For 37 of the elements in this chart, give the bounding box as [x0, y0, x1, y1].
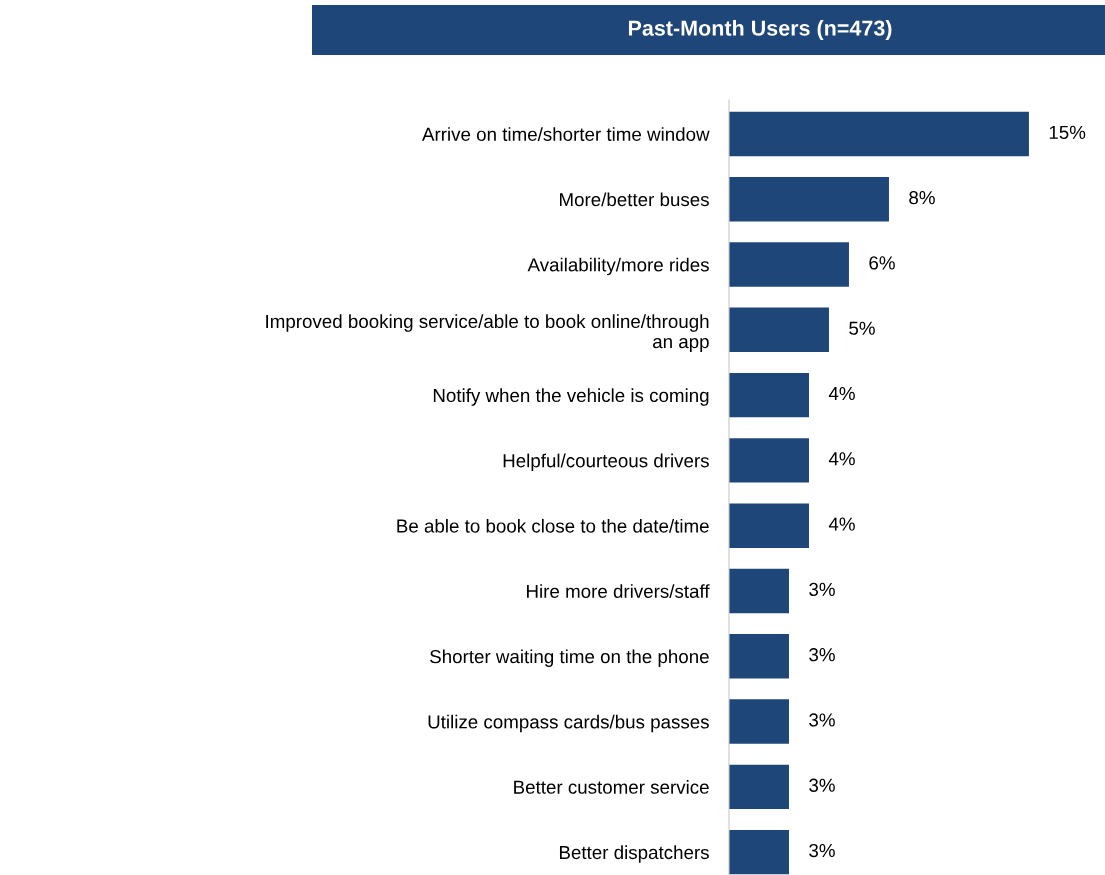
- data-label: 4%: [828, 386, 855, 401]
- y-tick-label: Utilize compass cards/bus passes: [428, 714, 709, 733]
- y-tick-label: Improved booking service/able to book online/through an app: [266, 314, 709, 352]
- y-tick-label: Be able to book close to the date/time: [397, 518, 709, 533]
- data-label: 8%: [909, 191, 935, 205]
- bar: [729, 177, 889, 222]
- bar: [729, 634, 789, 679]
- y-tick-label: Shorter waiting time on the phone: [430, 649, 709, 667]
- y-tick-label: Better customer service: [514, 780, 709, 794]
- chart-title: Past-Month Users (n=473): [628, 19, 892, 41]
- data-label: 3%: [809, 713, 835, 727]
- y-tick-label: Better dispatchers: [559, 845, 709, 863]
- y-tick-label: Arrive on time/shorter time window: [422, 127, 710, 141]
- bar: [729, 764, 789, 810]
- y-tick-label: Helpful/courteous drivers: [503, 453, 709, 472]
- y-tick-label: Notify when the vehicle is coming: [433, 388, 709, 406]
- data-label: 5%: [849, 321, 875, 335]
- data-label: 3%: [809, 582, 835, 597]
- bar: [729, 307, 829, 353]
- bar: [729, 372, 809, 418]
- bar: [729, 829, 789, 875]
- bar: [729, 111, 1029, 157]
- y-tick-label: More/better buses: [559, 192, 709, 207]
- y-tick-label: Availability/more rides: [527, 257, 709, 276]
- bar: [729, 699, 789, 744]
- data-label: 3%: [809, 648, 835, 662]
- y-tick-label: Hire more drivers/staff: [527, 584, 710, 598]
- bar: [729, 568, 789, 614]
- data-label: 3%: [809, 843, 835, 858]
- bar: [729, 438, 809, 483]
- bar: [729, 503, 809, 548]
- bar: [729, 242, 849, 287]
- data-label: 15%: [1049, 125, 1086, 139]
- data-label: 6%: [869, 256, 895, 270]
- data-label: 4%: [828, 517, 855, 531]
- data-label: 4%: [828, 452, 855, 466]
- data-label: 3%: [809, 778, 835, 792]
